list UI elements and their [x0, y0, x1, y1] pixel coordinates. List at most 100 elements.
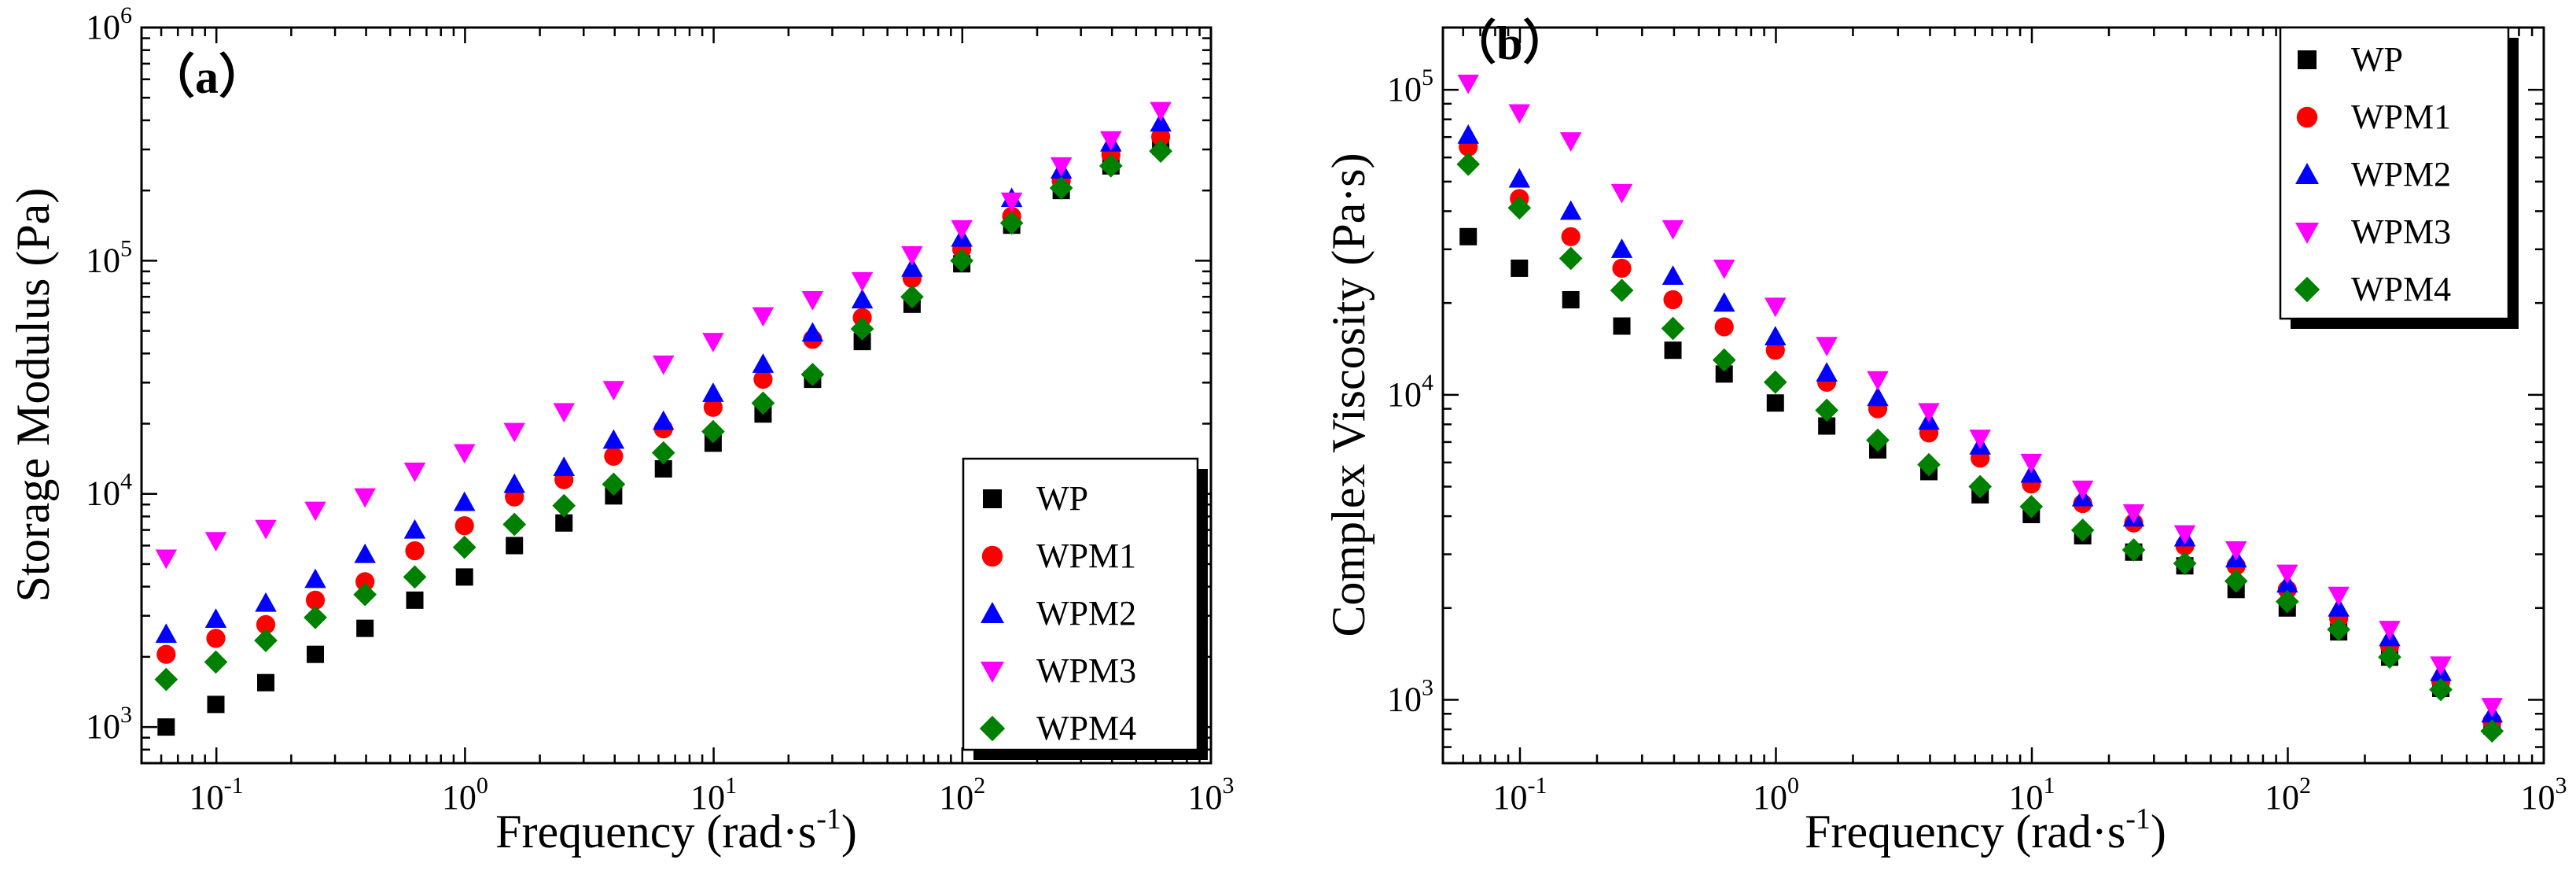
data-point-wpm1	[1765, 341, 1785, 360]
data-point-wpm3	[702, 333, 724, 352]
legend-marker-wpm1	[981, 545, 1003, 567]
data-point-wpm4	[154, 667, 178, 692]
legend-label-wpm1: WPM1	[2351, 98, 2451, 136]
data-point-wpm4	[850, 317, 874, 341]
data-point-wpm1	[305, 590, 326, 610]
data-point-wpm4	[502, 512, 527, 537]
data-point-wpm2	[1610, 238, 1633, 258]
data-point-wpm4	[2480, 719, 2504, 743]
data-point-wpm4	[1049, 176, 1073, 200]
legend-label-wpm3: WPM3	[2351, 212, 2451, 251]
data-point-wpm2	[1867, 386, 1889, 407]
data-point-wpm1	[604, 446, 624, 467]
data-point-wpm2	[801, 322, 824, 342]
data-point-wpm4	[1763, 370, 1787, 394]
x-tick-label: 101	[690, 773, 737, 817]
data-point-wpm3	[1765, 297, 1787, 318]
data-point-wpm2	[304, 568, 326, 588]
legend-marker-wpm2	[2295, 163, 2319, 184]
data-point-wpm2	[901, 256, 923, 277]
data-point-wpm1	[256, 614, 276, 634]
data-point-wpm2	[503, 473, 525, 493]
data-point-wp	[157, 718, 175, 736]
data-point-wpm1	[206, 629, 226, 648]
data-point-wpm3	[1610, 183, 1633, 204]
data-point-wpm4	[1610, 279, 1634, 302]
data-point-wpm4	[254, 629, 278, 652]
x-tick-label: 10-1	[1492, 773, 1547, 817]
data-point-wpm3	[1816, 337, 1838, 357]
data-point-wp	[1511, 259, 1529, 277]
y-axis-ticks: 103 104 105	[1387, 65, 2544, 748]
data-point-wpm1	[1612, 258, 1632, 279]
data-point-wpm3	[1100, 131, 1122, 151]
data-point-wpm3	[2173, 525, 2196, 545]
x-tick-label: 100	[1753, 773, 1799, 817]
legend: WP WPM1 WPM2 WPM3 WPM4	[962, 457, 1208, 760]
data-point-wpm3	[1000, 192, 1023, 212]
legend-marker-wpm2	[981, 602, 1004, 623]
legend-label-wpm4: WPM4	[1036, 709, 1136, 747]
series-wpm3	[155, 101, 1172, 570]
data-point-wpm4	[1968, 474, 1993, 499]
data-point-wpm1	[156, 644, 176, 664]
data-point-wpm2	[1150, 112, 1172, 132]
data-point-wpm4	[1917, 452, 1941, 477]
data-point-wpm4	[403, 565, 427, 589]
data-point-wpm1	[753, 370, 773, 389]
y-tick-label: 103	[86, 702, 132, 746]
y-tick-label: 105	[1387, 65, 1433, 109]
x-tick-label: 103	[2521, 773, 2567, 817]
data-point-wpm3	[553, 403, 575, 423]
legend-box	[962, 457, 1199, 751]
legend: WP WPM1 WPM2 WPM3 WPM4	[2279, 26, 2519, 329]
data-point-wpm4	[2378, 645, 2401, 670]
y-tick-label: 106	[86, 2, 132, 46]
x-tick-label: 100	[442, 773, 488, 817]
data-point-wpm3	[1662, 220, 1684, 240]
panel-label: （a）	[148, 50, 266, 103]
y-tick-label: 105	[86, 235, 132, 279]
data-point-wpm2	[204, 608, 227, 629]
y-tick-label: 103	[1387, 675, 1433, 719]
data-point-wpm2	[652, 410, 675, 430]
data-point-wpm2	[155, 623, 178, 644]
data-point-wpm3	[1867, 371, 1889, 391]
data-point-wpm2	[453, 491, 476, 511]
data-point-wpm1	[1151, 127, 1171, 146]
data-point-wpm4	[999, 211, 1024, 235]
x-axis-ticks: 10-1 100 101 102 103	[1441, 28, 2567, 817]
data-point-wpm2	[354, 543, 376, 563]
data-point-wpm3	[1559, 132, 1582, 152]
series-wpm4	[154, 139, 1172, 692]
data-point-wpm3	[304, 501, 326, 522]
data-point-wpm3	[2276, 564, 2298, 585]
data-point-wpm3	[1150, 101, 1172, 122]
panel-label: （b）	[1449, 17, 1570, 69]
data-point-wpm4	[2122, 538, 2146, 562]
legend-label-wpm3: WPM3	[1036, 651, 1136, 690]
data-point-wp	[1562, 290, 1580, 308]
y-tick-label: 104	[86, 469, 132, 513]
data-point-wpm3	[403, 463, 426, 482]
legend-label-wpm2: WPM2	[2351, 155, 2451, 194]
x-axis-label: Frequency (rad·s-1)	[1805, 802, 2166, 858]
data-point-wpm4	[2429, 677, 2453, 702]
data-point-wpm3	[503, 422, 525, 443]
data-point-wpm1	[1663, 290, 1683, 310]
series-wpm4	[1456, 152, 2504, 743]
data-points	[154, 101, 1172, 736]
x-tick-label: 102	[939, 773, 985, 817]
data-point-wpm1	[1714, 317, 1734, 337]
data-point-wpm1	[405, 540, 425, 561]
series-wpm3	[1457, 74, 2503, 718]
data-point-wpm4	[800, 363, 825, 386]
legend-marker-wpm1	[2296, 106, 2318, 128]
legend-label-wpm4: WPM4	[2351, 270, 2451, 308]
data-point-wpm4	[2327, 618, 2351, 642]
legend-marker-wpm3	[2295, 223, 2319, 244]
data-point-wpm4	[1149, 139, 1172, 163]
legend-label-wpm1: WPM1	[1036, 537, 1136, 575]
data-point-wpm3	[1050, 157, 1073, 177]
data-point-wpm2	[255, 592, 277, 612]
